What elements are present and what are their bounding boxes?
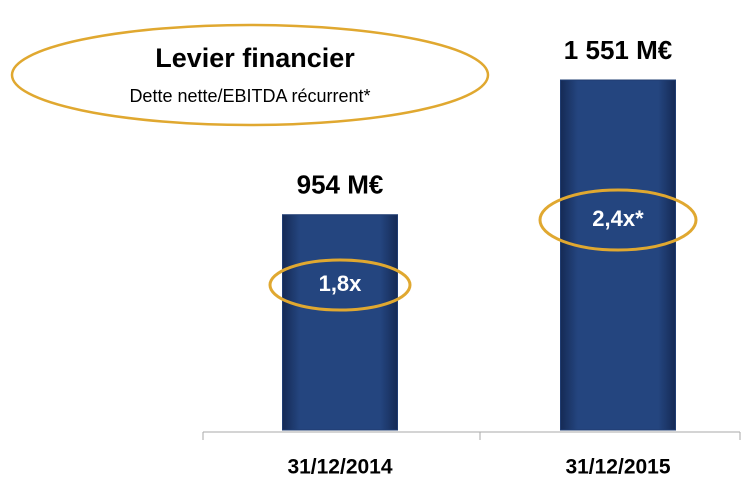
title-ellipse bbox=[10, 23, 490, 127]
bar bbox=[282, 214, 398, 431]
annotation-ellipse bbox=[268, 258, 412, 312]
bar bbox=[560, 79, 676, 431]
bar-annotation: 1,8x bbox=[319, 271, 363, 296]
annotation-ellipse bbox=[538, 188, 698, 252]
x-tick-label: 31/12/2014 bbox=[287, 456, 392, 479]
chart-title: Levier financier bbox=[155, 43, 355, 73]
x-tick-label: 31/12/2015 bbox=[565, 456, 670, 479]
chart-subtitle: Dette nette/EBITDA récurrent* bbox=[129, 86, 370, 106]
value-label: 954 M€ bbox=[297, 170, 384, 200]
value-label: 1 551 M€ bbox=[564, 35, 672, 65]
bar-annotation: 2,4x* bbox=[592, 206, 644, 231]
